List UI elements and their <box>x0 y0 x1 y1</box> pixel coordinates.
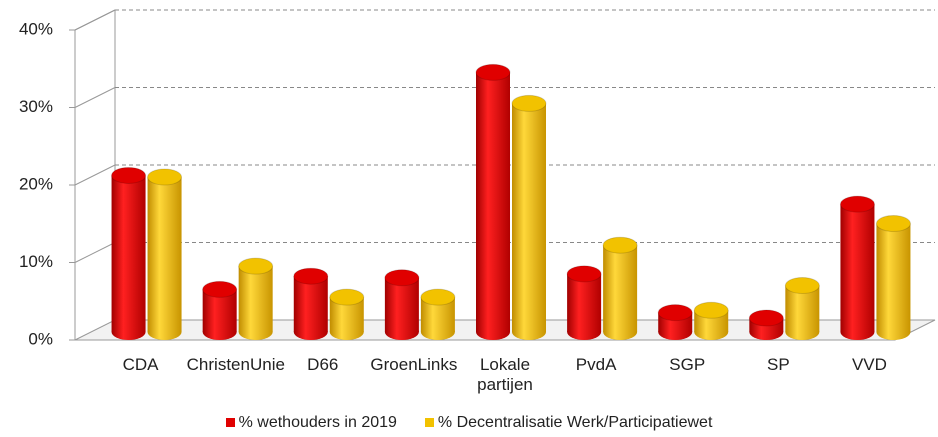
bar-top <box>202 280 238 298</box>
bar-top <box>147 168 183 186</box>
grid-line-side <box>74 9 116 31</box>
bar-group <box>329 288 365 340</box>
bar-group <box>602 236 638 340</box>
legend-swatch <box>225 418 235 427</box>
bar-top <box>420 288 456 306</box>
bar-top <box>748 309 784 327</box>
bar-top <box>511 94 547 112</box>
bar-group <box>566 265 602 340</box>
bar-group <box>784 277 820 340</box>
bar <box>840 204 875 332</box>
bar <box>238 266 273 332</box>
bar <box>512 103 546 332</box>
bar-group <box>839 195 875 340</box>
legend-item: % Decentralisatie Werk/Participatiewet <box>424 414 713 432</box>
bar-group <box>202 280 238 340</box>
x-tick-label: SGP <box>669 355 706 374</box>
bar-top <box>111 166 147 184</box>
legend-item: % wethouders in 2019 <box>225 414 397 432</box>
x-tick-label: SP <box>766 355 790 374</box>
bar-top <box>784 277 820 294</box>
bar-group <box>293 267 329 340</box>
bar-group <box>693 301 729 340</box>
bar-top <box>384 269 420 287</box>
x-tick-label: GroenLinks <box>370 355 458 374</box>
bar-group <box>748 309 784 340</box>
grid-line-side <box>74 164 116 186</box>
bar-group <box>875 215 911 340</box>
bar-top <box>602 236 638 254</box>
legend-label: % Decentralisatie Werk/Participatiewet <box>437 414 713 431</box>
bar-top <box>329 288 365 306</box>
x-tick-label: CDA <box>122 355 159 374</box>
bar-top <box>657 304 693 322</box>
bar-top <box>839 195 875 213</box>
bar <box>111 175 146 332</box>
y-tick-label: 0% <box>28 329 53 348</box>
x-tick-label: VVD <box>851 355 887 374</box>
bar-top <box>566 265 602 283</box>
bar-top <box>475 63 511 81</box>
grid-line-side <box>74 242 116 263</box>
bar-group <box>657 304 693 340</box>
bar-group <box>384 269 420 340</box>
x-tick-label: PvdA <box>575 355 617 374</box>
bar <box>603 245 638 332</box>
y-tick-label: 40% <box>19 19 53 38</box>
bar-top <box>693 301 729 319</box>
x-tick-label: ChristenUnie <box>186 355 285 374</box>
bar <box>567 273 602 332</box>
x-tick-label: D66 <box>307 355 339 374</box>
y-tick-label: 10% <box>19 252 53 271</box>
bar <box>147 177 182 332</box>
bar-top <box>293 267 329 285</box>
bar <box>876 223 911 332</box>
legend: % wethouders in 2019 % Decentralisatie We… <box>0 414 938 432</box>
bar <box>293 276 328 332</box>
bar-group <box>238 257 274 340</box>
bar-group <box>111 166 147 340</box>
grid-line-side <box>74 87 116 108</box>
bar-group <box>420 288 456 340</box>
bar-group <box>475 63 511 340</box>
bar-group <box>147 168 183 340</box>
bar <box>476 72 510 332</box>
y-tick-label: 20% <box>19 174 53 193</box>
bar-top <box>238 257 274 275</box>
x-tick-label: Lokale partijen <box>477 355 533 394</box>
bar-group <box>511 94 547 340</box>
y-tick-label: 30% <box>19 97 53 116</box>
legend-label: % wethouders in 2019 <box>238 414 397 431</box>
legend-swatch <box>424 418 434 427</box>
bar <box>384 277 419 332</box>
bar-top <box>875 215 911 232</box>
